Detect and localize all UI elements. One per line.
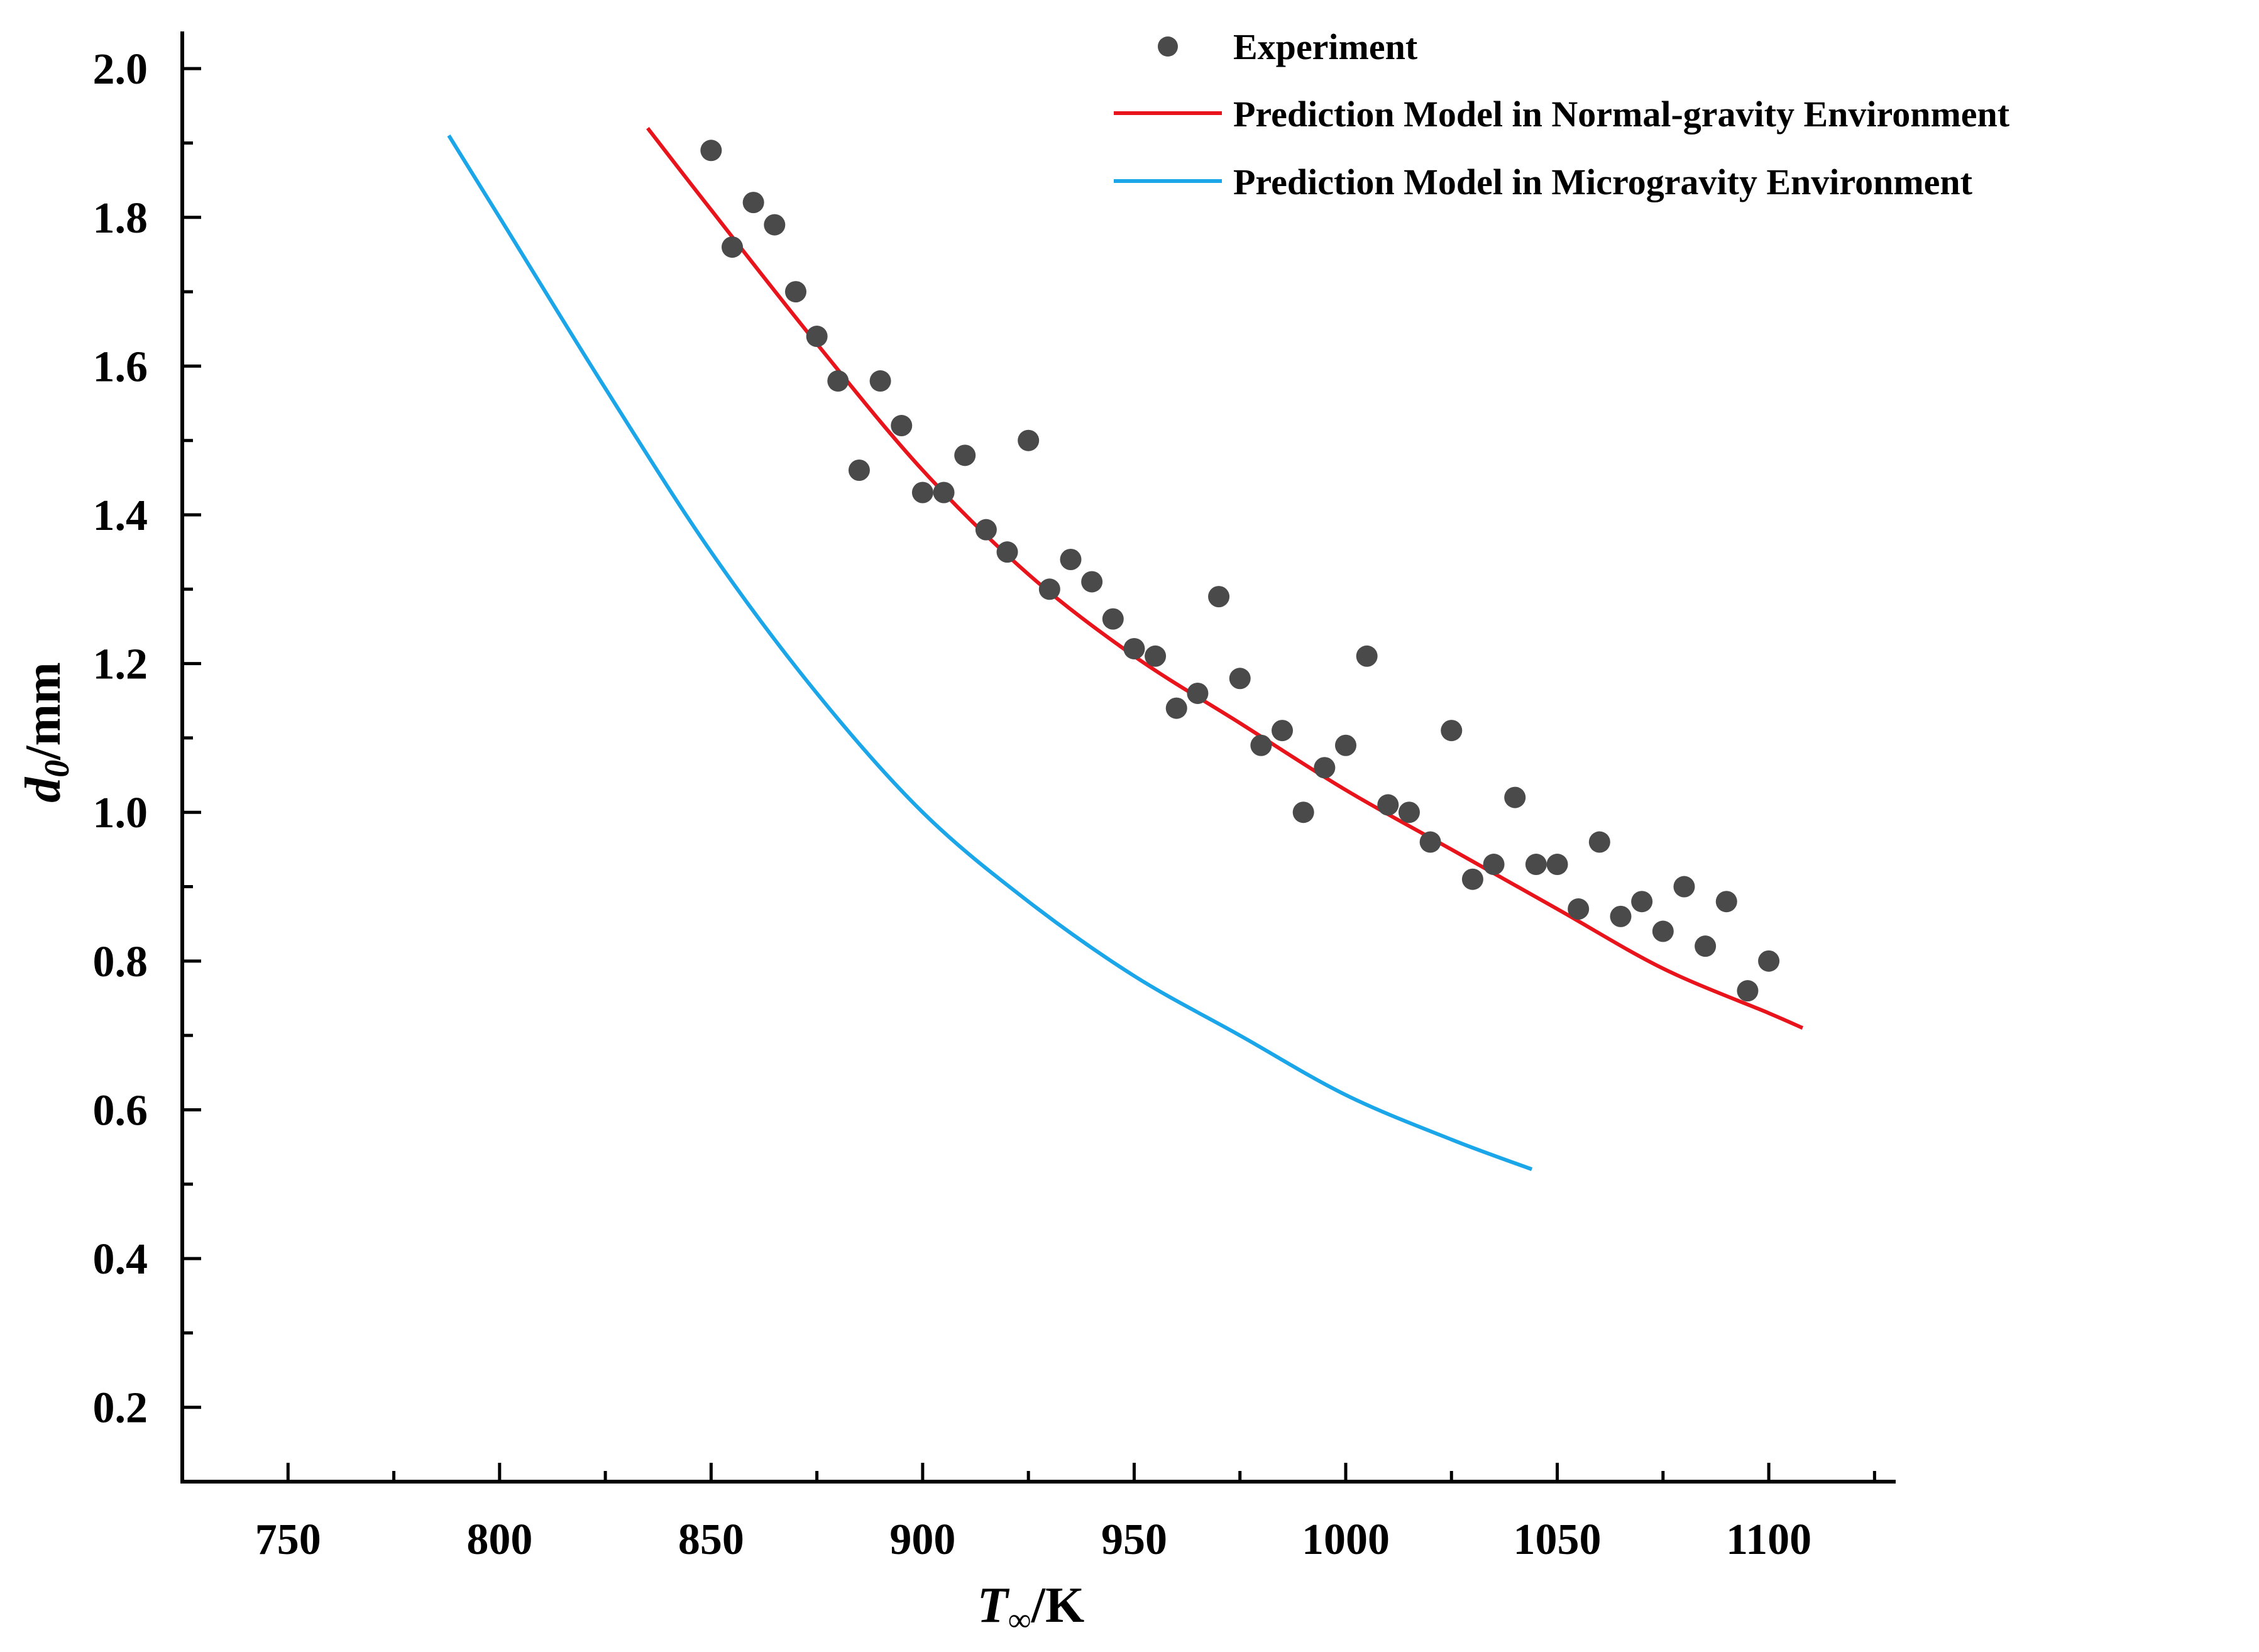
data-point — [1187, 682, 1209, 704]
data-point — [1145, 645, 1167, 667]
data-point — [1715, 891, 1737, 913]
data-point — [996, 541, 1018, 563]
data-point — [911, 482, 933, 504]
x-ticks: 750 800 850 900 950 1000 1050 1100 — [255, 1463, 1876, 1564]
data-point — [1758, 950, 1780, 972]
data-point — [1018, 429, 1040, 451]
data-point — [1419, 831, 1441, 853]
y-tick-label: 1.2 — [93, 641, 148, 689]
data-point — [1314, 757, 1336, 779]
x-tick-label: 1000 — [1302, 1516, 1390, 1564]
y-tick-label: 1.4 — [93, 492, 148, 540]
data-point — [1081, 571, 1103, 593]
x-tick-label: 850 — [678, 1516, 744, 1564]
data-point — [700, 140, 722, 162]
data-point — [806, 326, 828, 348]
y-tick-label: 0.8 — [93, 938, 148, 986]
data-point — [933, 482, 955, 504]
data-point — [1652, 920, 1674, 942]
data-point — [1038, 578, 1060, 600]
y-tick-label: 2.0 — [93, 45, 148, 94]
data-point — [891, 415, 913, 437]
legend-label-normal-gravity: Prediction Model in Normal-gravity Envir… — [1233, 94, 2010, 135]
axes — [180, 31, 1896, 1484]
data-point — [1165, 697, 1187, 719]
data-point — [1123, 637, 1145, 659]
data-point — [1441, 720, 1463, 742]
data-point — [1356, 645, 1378, 667]
data-point — [954, 444, 976, 466]
data-point — [1483, 854, 1505, 876]
data-point — [848, 460, 870, 482]
data-point — [1695, 935, 1717, 957]
data-point — [1504, 786, 1526, 808]
data-point — [722, 236, 744, 258]
data-point — [1102, 608, 1124, 630]
x-tick-label: 1100 — [1726, 1516, 1811, 1564]
data-point — [1461, 868, 1483, 890]
x-tick-label: 750 — [255, 1516, 321, 1564]
data-point — [1250, 734, 1272, 756]
data-point — [1229, 668, 1251, 690]
legend-marker-experiment — [1158, 36, 1178, 57]
data-point — [1208, 586, 1230, 608]
data-point — [1631, 891, 1653, 913]
y-tick-label: 1.0 — [93, 789, 148, 837]
data-point — [1060, 548, 1082, 570]
x-tick-label: 900 — [889, 1516, 955, 1564]
data-point — [1737, 980, 1759, 1002]
data-point — [1546, 854, 1568, 876]
y-axis-title: d0/mm — [16, 662, 77, 803]
data-point — [764, 214, 786, 236]
legend: Experiment Prediction Model in Normal-gr… — [1114, 26, 2010, 202]
x-tick-label: 950 — [1101, 1516, 1167, 1564]
data-point — [1610, 905, 1632, 927]
x-tick-label: 1050 — [1514, 1516, 1602, 1564]
data-point — [1377, 794, 1399, 816]
data-point — [1588, 831, 1610, 853]
data-point — [1673, 876, 1695, 898]
data-point — [975, 519, 997, 541]
y-tick-label: 0.2 — [93, 1384, 148, 1433]
data-point — [742, 192, 764, 214]
data-point — [1272, 720, 1294, 742]
y-tick-label: 1.6 — [93, 343, 148, 391]
y-tick-label: 1.8 — [93, 194, 148, 243]
data-point — [1292, 801, 1314, 823]
data-point — [1568, 898, 1590, 920]
y-tick-label: 0.6 — [93, 1086, 148, 1135]
plot-points — [700, 140, 1780, 1002]
x-tick-label: 800 — [466, 1516, 532, 1564]
legend-label-experiment: Experiment — [1233, 26, 1418, 67]
y-tick-label: 0.4 — [93, 1235, 148, 1284]
data-point — [1334, 734, 1356, 756]
data-point — [869, 370, 891, 392]
x-axis-title: T∞/K — [977, 1578, 1084, 1638]
data-point — [1398, 801, 1420, 823]
data-point — [784, 281, 806, 303]
y-ticks: 0.2 0.4 0.6 0.8 1.0 1.2 1.4 1.6 1.8 2.0 — [93, 45, 201, 1433]
series-line-2 — [447, 135, 1533, 1171]
data-point — [827, 370, 849, 392]
legend-label-microgravity: Prediction Model in Microgravity Environ… — [1233, 162, 1973, 202]
data-point — [1525, 854, 1547, 876]
